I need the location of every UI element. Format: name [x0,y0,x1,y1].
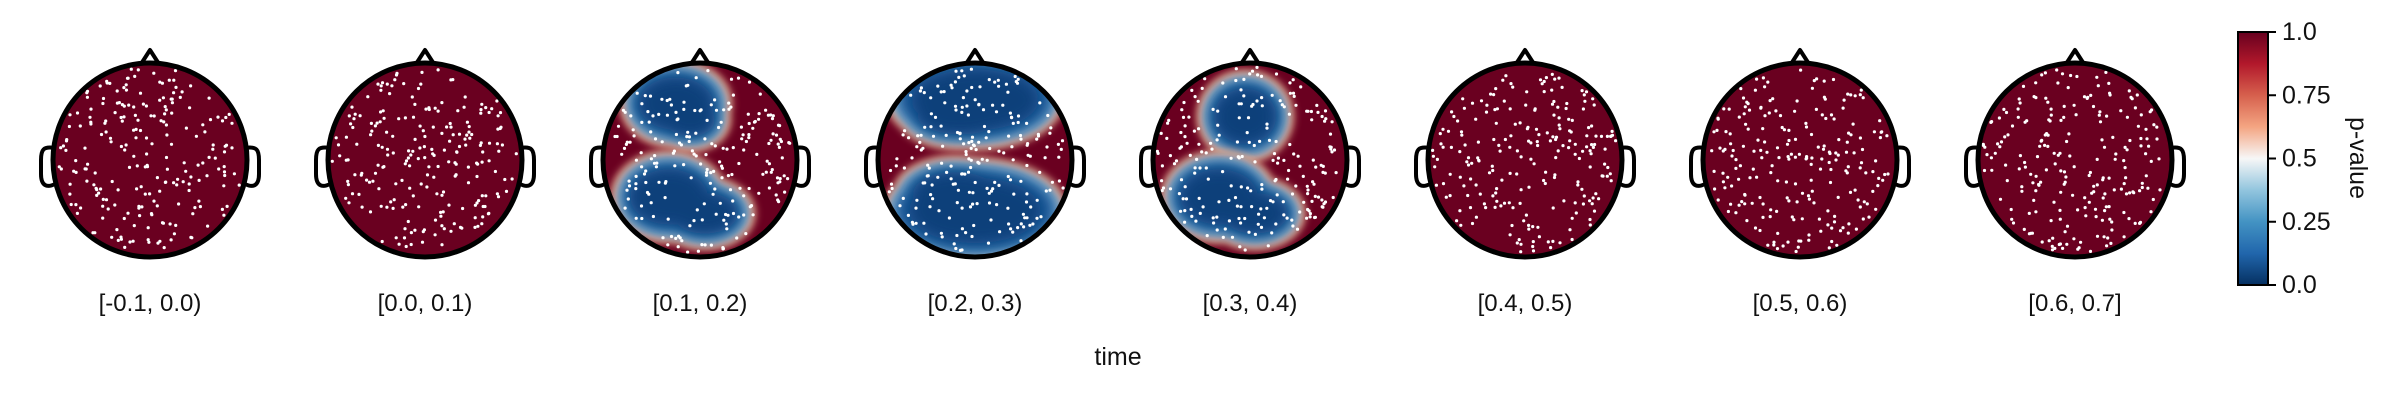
left-ear-outline [589,145,606,188]
field-background [1978,63,2172,257]
nose-outline [139,48,161,66]
left-ear-outline [1139,145,1156,188]
sensor-dots [887,67,1065,252]
nose-outline [414,48,436,66]
right-ear-outline [519,145,536,188]
topomap-field [878,63,1072,257]
topomap-panel: [0.5, 0.6) [1689,48,1911,317]
colorbar: 0.0 0.25 0.5 0.75 1.0 p-value [2237,18,2372,299]
left-ear-outline [864,145,881,188]
field-background [1428,63,1622,257]
right-ear-outline [1619,145,1636,188]
colorbar-ticks: 0.0 0.25 0.5 0.75 1.0 [2268,18,2331,299]
right-ear-outline [2169,145,2186,188]
left-ear-outline [314,145,331,188]
topomap-field [1703,63,1897,257]
right-ear-outline [1894,145,1911,188]
field-background [1703,63,1897,257]
topomap-panel: [0.2, 0.3) [864,48,1086,317]
time-window-label: [0.5, 0.6) [1753,290,1848,317]
low-pvalue-core [630,169,738,234]
head-outline [600,60,800,260]
left-ear-outline [1964,145,1981,188]
sensor-dots [57,67,241,250]
topomap-field [1428,63,1622,257]
nose-outline [2064,48,2086,66]
head-outline [875,60,1075,260]
time-window-label: [0.2, 0.3) [928,290,1023,317]
time-window-label: [0.6, 0.7] [2028,290,2121,317]
time-window-label: [-0.1, 0.0) [99,290,202,317]
sensor-dots [1981,68,2162,253]
field-background [328,63,522,257]
colorbar-tick-label: 0.0 [2282,271,2317,299]
colorbar-gradient [2237,31,2269,286]
sensor-dots [1710,68,1890,254]
low-pvalue-core [1180,169,1288,234]
colorbar-tick-label: 1.0 [2282,18,2317,46]
topomap-panel: [-0.1, 0.0) [39,48,261,317]
topomap-panel: [0.3, 0.4) [1139,48,1361,317]
topomap-panel: [0.4, 0.5) [1414,48,1636,317]
sensor-dots [1431,72,1618,254]
right-ear-outline [1069,145,1086,188]
field-background [53,63,247,257]
x-axis-label: time [1094,343,1141,371]
colorbar-tick-label: 0.5 [2282,145,2317,173]
topomap-panel: [0.6, 0.7] [1964,48,2186,317]
topomap-field [328,63,522,257]
time-window-label: [0.1, 0.2) [653,290,748,317]
nose-outline [1514,48,1536,66]
panels-layer: [-0.1, 0.0) [0.0, 0.1) [0.1, 0.2) [0.2, 0.3… [39,48,2186,317]
nose-outline [1789,48,1811,66]
time-window-label: [0.0, 0.1) [378,290,473,317]
left-ear-outline [39,145,56,188]
topomap-panel: [0.0, 0.1) [314,48,536,317]
head-outline [325,60,525,260]
sensor-dots [1155,65,1338,252]
colorbar-tick-label: 0.75 [2282,81,2331,109]
nose-outline [1239,48,1261,66]
head-outline [1425,60,1625,260]
head-outline [1700,60,1900,260]
topomap-field [1153,63,1347,257]
topomap-field [53,63,247,257]
colorbar-label: p-value [2344,117,2372,199]
low-pvalue-core [1214,88,1277,144]
nose-outline [689,48,711,66]
topomap-field [1978,63,2172,257]
head-outline [1150,60,1350,260]
colorbar-tick-label: 0.25 [2282,208,2331,236]
right-ear-outline [794,145,811,188]
left-ear-outline [1689,145,1706,188]
sensor-dots [330,68,518,249]
head-outline [1975,60,2175,260]
sensor-dots [613,69,792,254]
left-ear-outline [1414,145,1431,188]
topomap-panel: [0.1, 0.2) [589,48,811,317]
nose-outline [964,48,986,66]
low-pvalue-core [638,77,716,137]
time-window-label: [0.3, 0.4) [1203,290,1298,317]
right-ear-outline [1344,145,1361,188]
right-ear-outline [244,145,261,188]
time-window-label: [0.4, 0.5) [1478,290,1573,317]
head-outline [50,60,250,260]
